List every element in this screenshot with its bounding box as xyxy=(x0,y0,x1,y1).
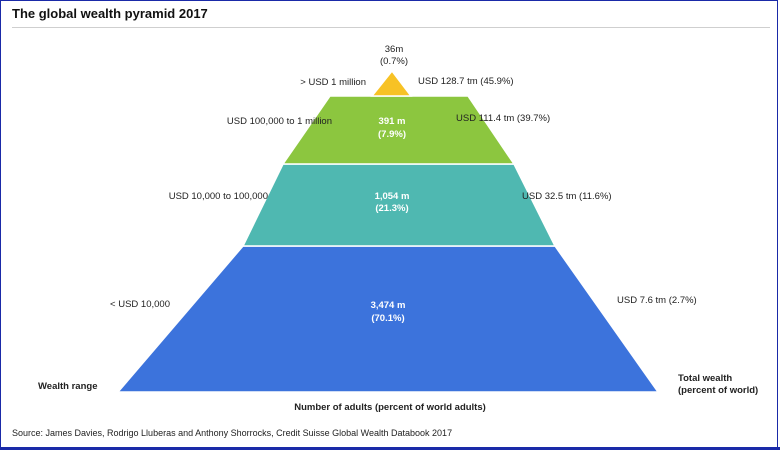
adults-label-3b: (7.9%) xyxy=(378,129,406,140)
total-wealth-label-2: USD 32.5 tm (11.6%) xyxy=(522,191,612,202)
adults-label-2b: (21.3%) xyxy=(375,203,408,214)
total-wealth-label-1: USD 7.6 tm (2.7%) xyxy=(617,295,697,306)
adults-label-3a: 391 m xyxy=(379,116,406,127)
adults-label-4a: 36m xyxy=(385,44,404,55)
pyramid-apex xyxy=(370,69,413,97)
title-divider xyxy=(12,27,770,28)
total-wealth-label-4: USD 128.7 tm (45.9%) xyxy=(418,76,514,87)
wealth-range-label-4: > USD 1 million xyxy=(300,77,366,88)
adults-label-4b: (0.7%) xyxy=(380,56,408,67)
source-note: Source: James Davies, Rodrigo Lluberas a… xyxy=(12,428,453,438)
wealth-range-label-2: USD 10,000 to 100,000 xyxy=(169,191,268,202)
adults-label-2a: 1,054 m xyxy=(375,191,410,202)
frame-bottom-bar xyxy=(0,447,780,450)
right-axis-label-line1: Total wealth xyxy=(678,373,732,384)
adults-label-1b: (70.1%) xyxy=(371,313,404,324)
chart-title: The global wealth pyramid 2017 xyxy=(12,6,208,21)
wealth-range-label-3: USD 100,000 to 1 million xyxy=(227,116,332,127)
right-axis-label-line2: (percent of world) xyxy=(678,385,758,396)
left-axis-label: Wealth range xyxy=(38,381,97,392)
bottom-axis-label: Number of adults (percent of world adult… xyxy=(294,402,486,413)
adults-label-1a: 3,474 m xyxy=(371,300,406,311)
total-wealth-label-3: USD 111.4 tm (39.7%) xyxy=(456,113,550,124)
wealth-range-label-1: < USD 10,000 xyxy=(110,299,170,310)
